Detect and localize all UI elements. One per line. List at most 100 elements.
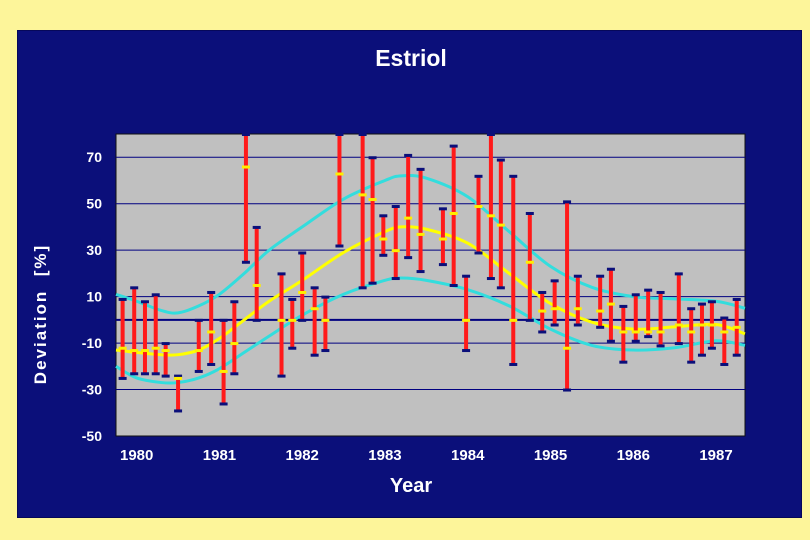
error-bar-line xyxy=(646,289,651,337)
error-bar-cap-high xyxy=(644,288,653,292)
mean-marker xyxy=(391,249,400,253)
mean-marker xyxy=(486,214,495,218)
error-bar-line xyxy=(132,287,137,374)
error-bar-cap-low xyxy=(368,281,377,285)
error-bar-cap-low xyxy=(288,346,297,350)
mean-marker xyxy=(707,323,716,327)
error-bar-cap-low xyxy=(310,353,319,357)
error-bar-cap-low xyxy=(379,253,388,257)
error-bar-cap-low xyxy=(707,346,716,350)
x-tick-label: 1980 xyxy=(120,447,153,464)
mean-marker xyxy=(631,330,640,334)
mean-marker xyxy=(241,165,250,169)
chart-title: Estriol xyxy=(375,45,447,71)
mean-marker xyxy=(288,318,297,322)
error-bar-line xyxy=(381,215,386,255)
error-bar-line xyxy=(254,226,259,320)
error-bar-line xyxy=(209,291,214,364)
y-tick-label: 70 xyxy=(86,149,102,165)
y-tick-label: -50 xyxy=(82,428,102,444)
error-bar-cap-high xyxy=(550,279,559,283)
error-bar-line xyxy=(440,208,445,265)
error-bar-cap-low xyxy=(404,256,413,260)
error-bar-cap-low xyxy=(207,362,216,366)
mean-marker xyxy=(252,284,261,287)
mean-marker xyxy=(732,325,741,329)
error-bar-line xyxy=(232,301,237,374)
y-axis-label: Deviation [%] xyxy=(31,244,50,384)
error-bar-cap-low xyxy=(151,372,160,376)
error-bar-cap-high xyxy=(707,300,716,304)
error-bar-cap-low xyxy=(321,349,330,353)
error-bar-cap-low xyxy=(563,388,572,392)
mean-marker xyxy=(277,318,286,322)
error-bar-line xyxy=(498,159,503,288)
mean-marker xyxy=(525,260,534,264)
error-bar xyxy=(379,214,388,257)
error-bar-cap-low xyxy=(358,286,367,290)
error-bar-cap-high xyxy=(438,207,447,211)
error-bar-cap-low xyxy=(438,263,447,267)
error-bar-cap-high xyxy=(732,297,741,301)
x-tick-label: 1983 xyxy=(368,447,401,464)
error-bar-line xyxy=(300,252,305,320)
error-bar-cap-low xyxy=(496,286,505,290)
error-bar xyxy=(474,174,483,255)
error-bar xyxy=(496,158,505,290)
error-bar-line xyxy=(621,305,626,362)
error-bar-line xyxy=(676,273,681,344)
error-bar-cap-low xyxy=(697,353,706,357)
error-bar-cap-high xyxy=(230,300,239,304)
error-bar-cap-low xyxy=(298,318,307,322)
error-bar-cap-high xyxy=(277,272,286,276)
error-bar xyxy=(596,274,605,329)
error-bar-cap-high xyxy=(391,205,400,209)
error-bar-cap-low xyxy=(486,277,495,281)
error-bar-cap-low xyxy=(596,325,605,329)
error-bar-line xyxy=(488,134,493,279)
y-tick-labels: -50 -30 -10 10 30 50 70 xyxy=(82,149,102,444)
error-bar-cap-high xyxy=(151,293,160,297)
error-bar xyxy=(644,288,653,339)
x-tick-label: 1981 xyxy=(203,447,236,464)
error-bar-line xyxy=(418,168,423,272)
mean-marker xyxy=(161,349,170,353)
x-tick-label: 1985 xyxy=(534,447,567,464)
error-bar xyxy=(416,167,425,274)
gridlines xyxy=(116,156,745,391)
mean-marker xyxy=(335,172,344,176)
error-bar xyxy=(130,286,139,376)
mean-marker xyxy=(368,198,377,202)
y-tick-label: 10 xyxy=(86,289,102,305)
mean-marker xyxy=(697,323,706,327)
y-tick-label: 50 xyxy=(86,196,102,212)
mean-marker xyxy=(462,318,471,322)
error-bar-line xyxy=(196,319,201,371)
error-bar-cap-high xyxy=(486,133,495,136)
error-bar-line xyxy=(153,294,158,374)
mean-marker xyxy=(310,307,319,311)
error-bar-line xyxy=(575,275,580,325)
error-bar-line xyxy=(279,273,284,376)
mean-marker xyxy=(416,232,425,236)
error-bar xyxy=(449,144,458,287)
error-bar-cap-low xyxy=(509,362,518,366)
error-bar-cap-high xyxy=(118,297,127,301)
error-bar-line xyxy=(464,275,469,351)
chart-panel: Estriol -50 -30 -10 10 30 50 70 1980 1981 1982 19… xyxy=(17,30,802,518)
upper-band-curve xyxy=(115,173,746,315)
mean-marker xyxy=(379,237,388,241)
mean-marker xyxy=(573,307,582,311)
error-bar-cap-high xyxy=(474,174,483,178)
error-bar xyxy=(391,205,400,281)
error-bar-cap-low xyxy=(656,344,665,348)
error-bar-cap-low xyxy=(538,330,547,334)
error-bar-line xyxy=(176,375,181,411)
error-bar xyxy=(288,297,297,350)
error-bar-cap-high xyxy=(321,295,330,299)
error-bar xyxy=(573,274,582,327)
error-bar xyxy=(219,318,228,406)
y-tick-label: -30 xyxy=(82,382,102,398)
error-bar-cap-low xyxy=(550,323,559,327)
error-bar xyxy=(538,290,547,334)
